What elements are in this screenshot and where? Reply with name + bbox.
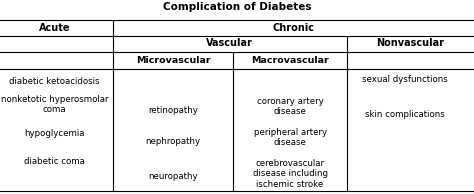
Text: sexual dysfunctions: sexual dysfunctions xyxy=(363,75,448,84)
Text: retinopathy: retinopathy xyxy=(148,106,198,115)
Text: coronary artery
disease: coronary artery disease xyxy=(257,97,323,116)
Text: skin complications: skin complications xyxy=(365,110,445,119)
Text: Nonvascular: Nonvascular xyxy=(376,38,445,48)
Text: Complication of Diabetes: Complication of Diabetes xyxy=(163,2,311,12)
Text: neuropathy: neuropathy xyxy=(148,172,198,181)
Text: Macrovascular: Macrovascular xyxy=(251,56,329,65)
Text: diabetic ketoacidosis: diabetic ketoacidosis xyxy=(9,77,100,86)
Text: nephropathy: nephropathy xyxy=(146,137,201,146)
Text: diabetic coma: diabetic coma xyxy=(24,157,85,165)
Text: Chronic: Chronic xyxy=(273,23,314,33)
Text: nonketotic hyperosmolar
coma: nonketotic hyperosmolar coma xyxy=(1,95,108,114)
Text: Acute: Acute xyxy=(39,23,70,33)
Text: Microvascular: Microvascular xyxy=(136,56,210,65)
Text: Vascular: Vascular xyxy=(207,38,253,48)
Text: peripheral artery
disease: peripheral artery disease xyxy=(254,128,327,147)
Text: cerebrovascular
disease including
ischemic stroke: cerebrovascular disease including ischem… xyxy=(253,159,328,189)
Text: hypoglycemia: hypoglycemia xyxy=(24,129,85,138)
